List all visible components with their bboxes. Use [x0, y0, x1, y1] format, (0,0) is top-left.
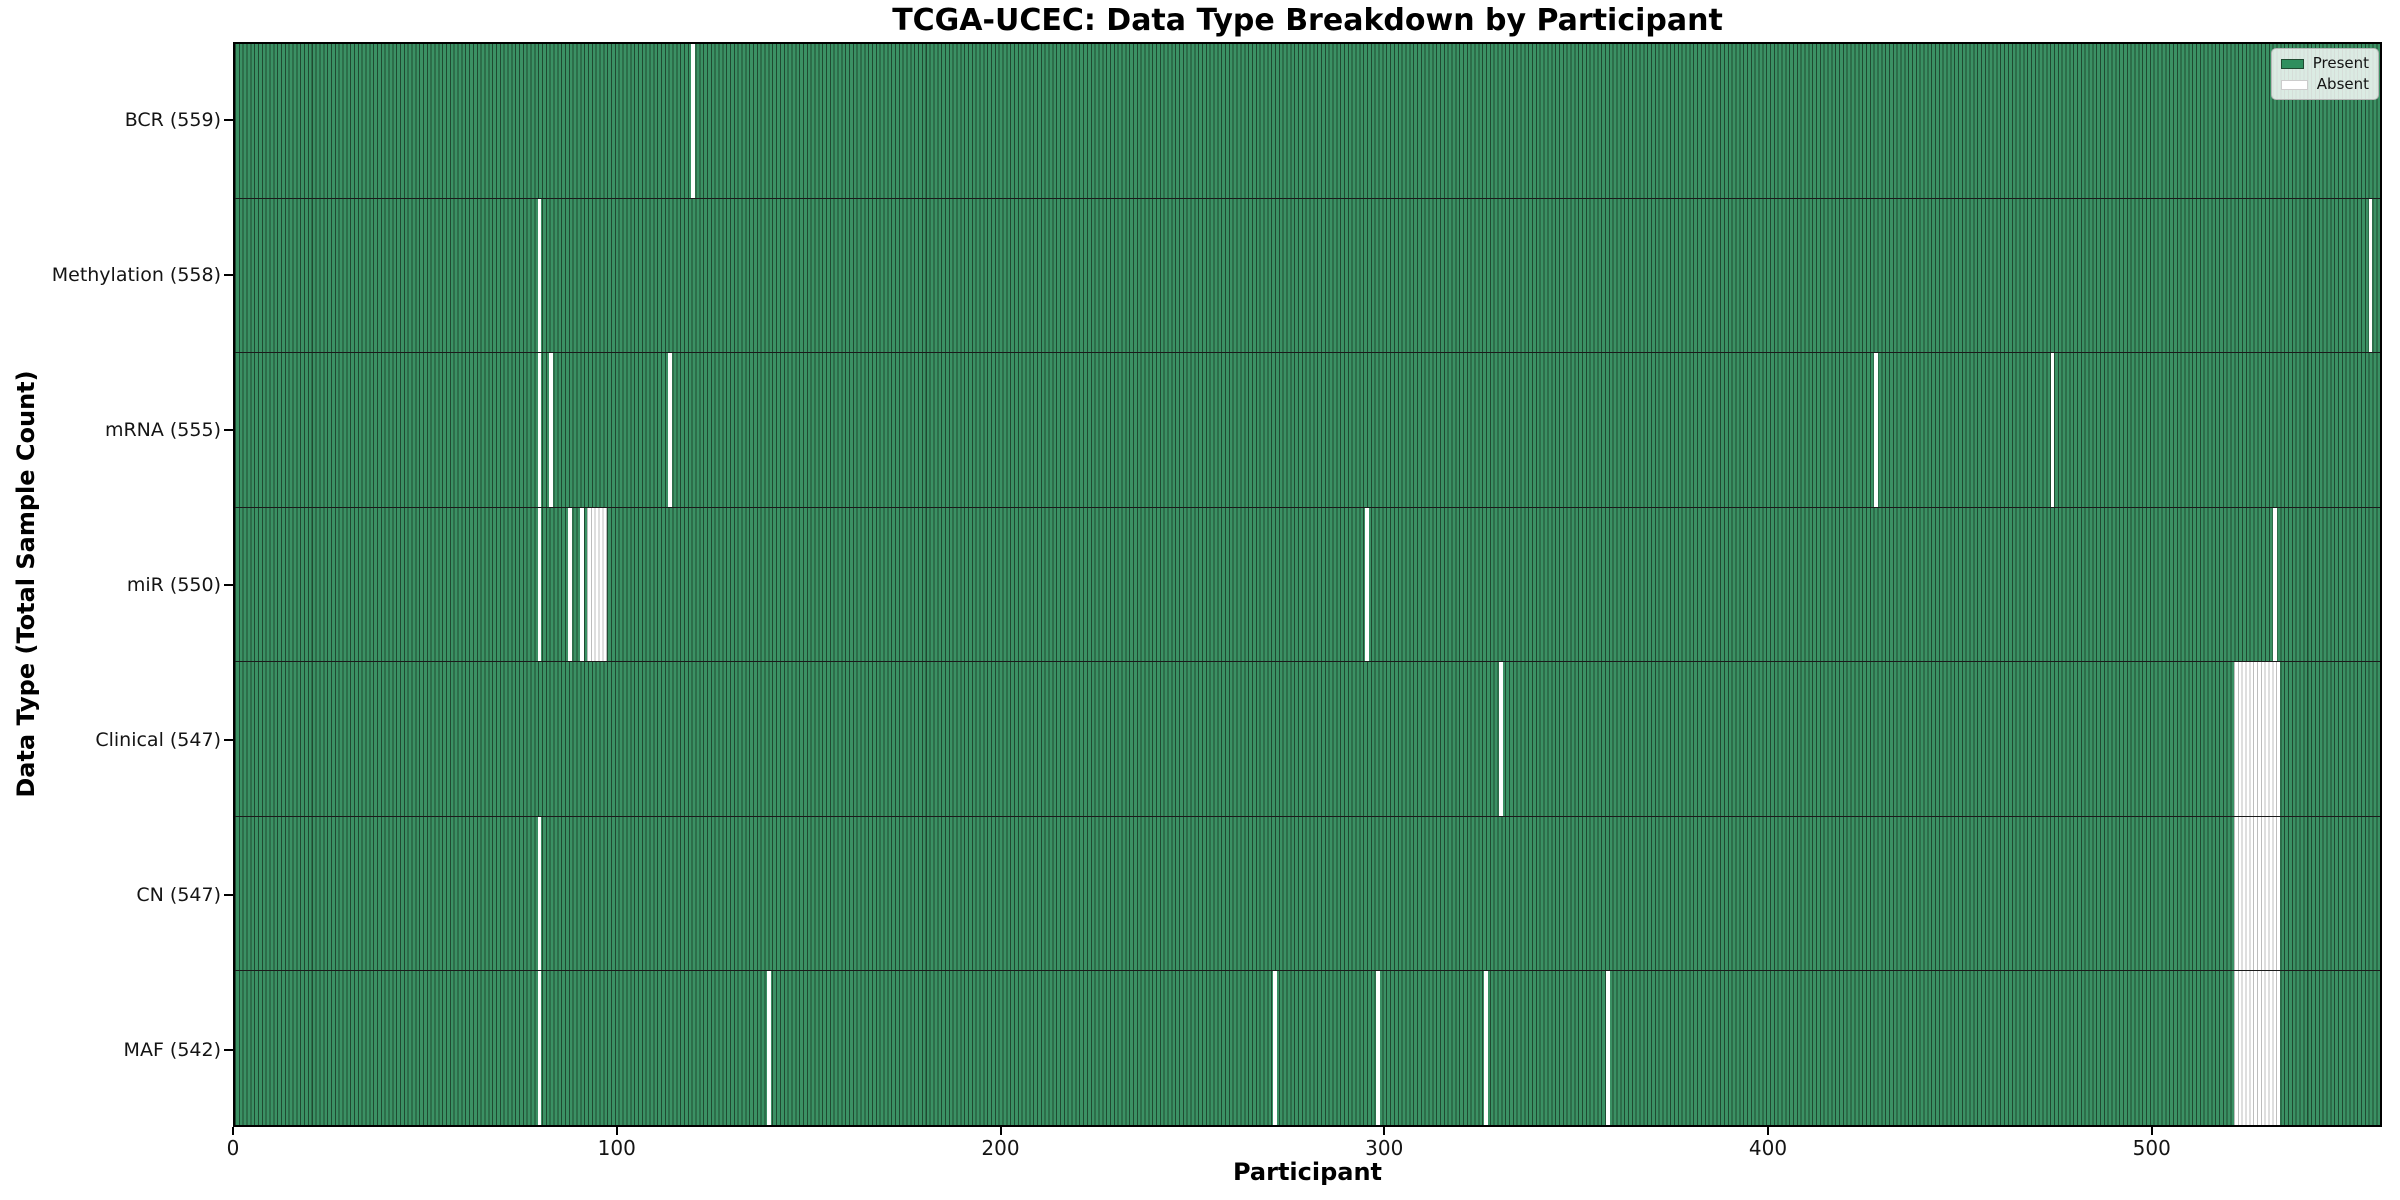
absent-mark [2234, 971, 2281, 1126]
absent-mark [1874, 353, 1879, 507]
absent-mark [667, 353, 672, 507]
absent-mark [690, 44, 695, 198]
y-tick-label-clinical: Clinical (547) [95, 728, 221, 751]
absent-mark [1376, 971, 1381, 1126]
legend: Present Absent [2271, 48, 2379, 100]
y-tick-label-mrna: mRNA (555) [104, 418, 221, 441]
x-tick-mark [1767, 1127, 1769, 1135]
absent-mark [1364, 507, 1369, 662]
legend-present-swatch [2281, 58, 2304, 69]
y-tick-label-maf: MAF (542) [123, 1038, 221, 1061]
absent-mark [1606, 971, 1611, 1126]
x-tick-label: 100 [597, 1136, 636, 1160]
legend-present-label: Present [2312, 54, 2369, 72]
x-tick-label: 300 [1365, 1136, 1404, 1160]
legend-entry-present: Present [2281, 56, 2369, 71]
absent-mark [1273, 971, 1277, 1126]
y-tick-mark [224, 273, 233, 276]
x-tick-label: 200 [981, 1136, 1020, 1160]
legend-entry-absent: Absent [2281, 77, 2369, 92]
absent-mark [2234, 816, 2281, 971]
absent-mark [1499, 662, 1503, 816]
absent-mark [537, 198, 542, 353]
legend-absent-label: Absent [2316, 75, 2369, 93]
x-tick-mark [232, 1127, 234, 1135]
y-tick-mark [224, 1048, 233, 1051]
absent-mark [2234, 662, 2281, 816]
y-tick-label-cn: CN (547) [136, 883, 221, 906]
absent-mark [1483, 971, 1488, 1126]
x-axis-label: Participant [1232, 1158, 1383, 1186]
y-tick-label-bcr: BCR (559) [124, 108, 221, 131]
y-tick-mark [224, 428, 233, 431]
absent-mark [537, 507, 542, 662]
x-tick-mark [999, 1127, 1002, 1135]
row-maf [235, 970, 2380, 1126]
y-tick-mark [224, 893, 233, 896]
x-tick-label: 400 [1748, 1136, 1788, 1160]
plot-area [233, 42, 2382, 1127]
absent-mark [2368, 198, 2373, 353]
x-tick-label: 500 [2132, 1136, 2171, 1160]
row-clinical [235, 661, 2380, 816]
x-tick-mark [1383, 1127, 1386, 1135]
absent-mark [2272, 507, 2277, 662]
y-tick-label-mir: miR (550) [126, 573, 221, 596]
absent-mark [537, 353, 542, 507]
y-tick-mark [224, 118, 233, 121]
absent-mark [537, 971, 542, 1126]
absent-mark [537, 816, 542, 971]
absent-mark [549, 353, 553, 507]
absent-mark [2050, 353, 2055, 507]
y-tick-label-methylation: Methylation (558) [51, 263, 221, 286]
row-methylation [235, 197, 2380, 353]
row-mrna [235, 352, 2380, 507]
row-bcr [235, 44, 2380, 198]
x-tick-label: 0 [226, 1136, 240, 1160]
absent-mark [587, 507, 607, 662]
x-tick-mark [2150, 1127, 2153, 1135]
y-tick-mark [224, 583, 233, 586]
absent-mark [568, 507, 573, 662]
legend-absent-swatch [2281, 79, 2308, 90]
y-tick-mark [224, 738, 233, 741]
row-cn [235, 815, 2380, 971]
x-tick-mark [615, 1127, 618, 1135]
absent-mark [579, 507, 584, 662]
row-mir [235, 506, 2380, 662]
absent-mark [767, 971, 772, 1126]
chart-title: TCGA-UCEC: Data Type Breakdown by Partic… [892, 3, 1723, 38]
